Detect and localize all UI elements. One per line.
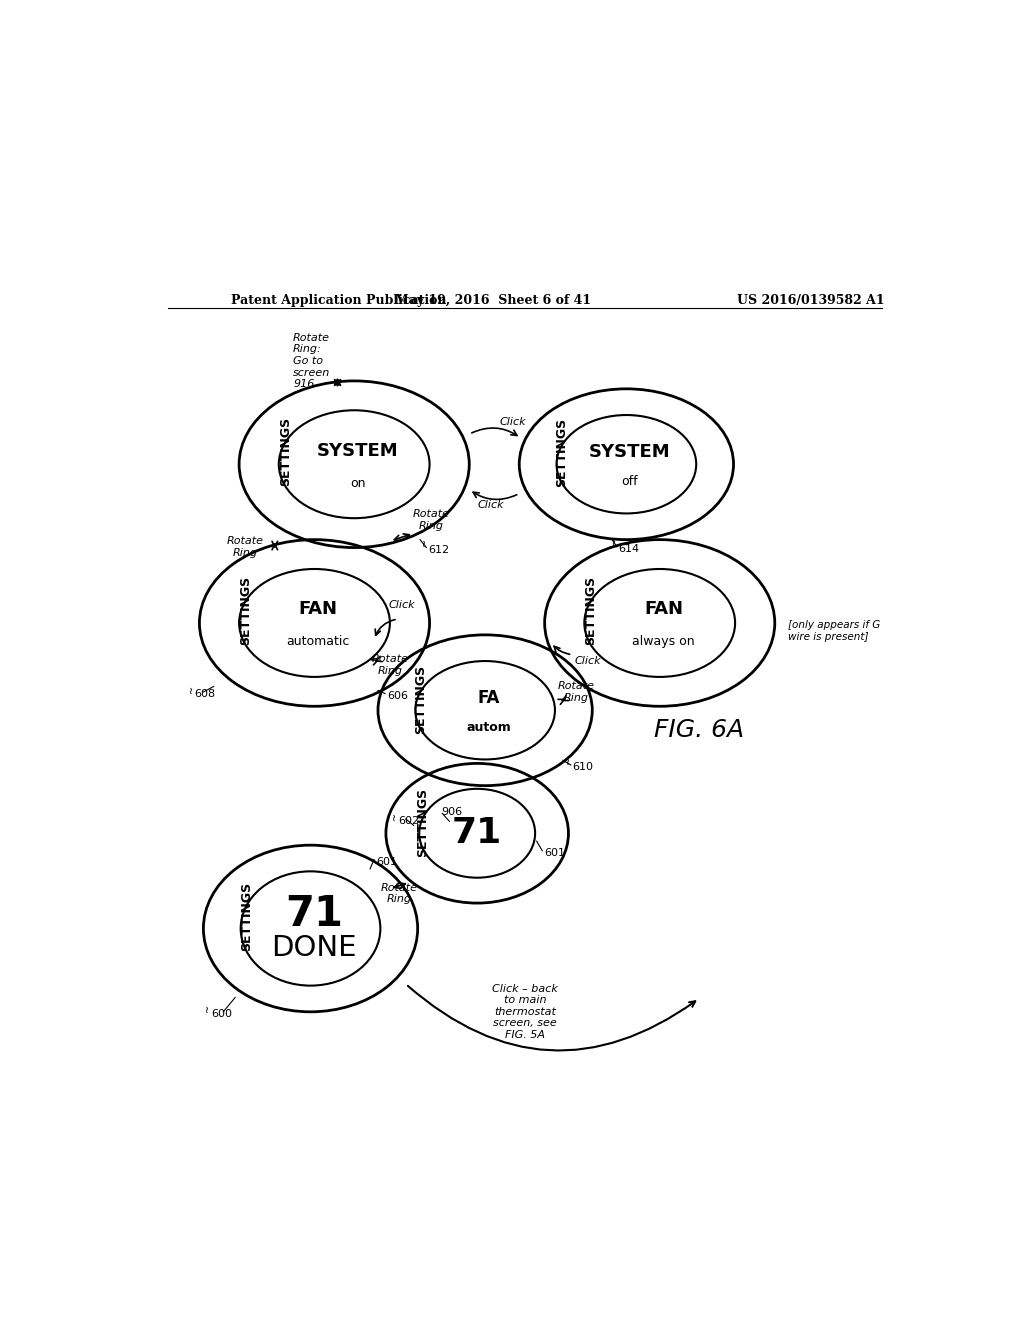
Text: 906: 906 xyxy=(441,807,463,817)
Text: ~: ~ xyxy=(564,756,574,764)
Text: always on: always on xyxy=(632,635,695,648)
Text: 601: 601 xyxy=(545,847,565,858)
Text: 601: 601 xyxy=(377,857,397,867)
Text: Click: Click xyxy=(574,656,602,667)
Text: 71: 71 xyxy=(452,816,503,850)
Text: Rotate
Ring: Rotate Ring xyxy=(227,536,264,557)
Text: autom: autom xyxy=(466,721,511,734)
Text: FAN: FAN xyxy=(644,601,683,619)
Text: on: on xyxy=(350,477,366,490)
Text: FAN: FAN xyxy=(299,601,338,619)
Text: May 19, 2016  Sheet 6 of 41: May 19, 2016 Sheet 6 of 41 xyxy=(395,294,591,308)
Text: FIG. 6A: FIG. 6A xyxy=(654,718,744,742)
Text: Rotate
Ring:
Go to
screen
916: Rotate Ring: Go to screen 916 xyxy=(293,333,331,389)
Text: Rotate
Ring: Rotate Ring xyxy=(372,655,409,676)
Text: Rotate
Ring: Rotate Ring xyxy=(413,510,450,531)
Text: Click: Click xyxy=(500,417,526,428)
Text: off: off xyxy=(622,475,638,488)
Text: ~: ~ xyxy=(203,1003,213,1012)
Text: FA: FA xyxy=(477,689,500,708)
Text: ~: ~ xyxy=(390,812,400,820)
Text: Click – back
to main
thermostat
screen, see
FIG. 5A: Click – back to main thermostat screen, … xyxy=(492,983,558,1040)
Text: 606: 606 xyxy=(387,690,409,701)
Text: automatic: automatic xyxy=(287,635,350,648)
Text: SETTINGS: SETTINGS xyxy=(240,882,253,950)
Text: 610: 610 xyxy=(572,763,594,772)
Text: Rotate
Ring: Rotate Ring xyxy=(381,883,418,904)
Text: 71: 71 xyxy=(285,894,343,935)
Text: 612: 612 xyxy=(428,545,450,554)
Text: ~: ~ xyxy=(186,685,197,693)
Text: Click: Click xyxy=(388,601,415,610)
Text: SETTINGS: SETTINGS xyxy=(415,664,427,734)
Text: SYSTEM: SYSTEM xyxy=(589,444,671,461)
Text: [only appears if G
wire is present]: [only appears if G wire is present] xyxy=(788,620,881,642)
Text: SYSTEM: SYSTEM xyxy=(317,442,398,459)
Text: 602: 602 xyxy=(397,816,419,826)
Text: SETTINGS: SETTINGS xyxy=(416,788,429,858)
Text: US 2016/0139582 A1: US 2016/0139582 A1 xyxy=(736,294,885,308)
Text: 614: 614 xyxy=(618,544,640,554)
Text: Patent Application Publication: Patent Application Publication xyxy=(231,294,446,308)
Text: SETTINGS: SETTINGS xyxy=(279,417,292,486)
Text: SETTINGS: SETTINGS xyxy=(584,576,597,645)
Text: SETTINGS: SETTINGS xyxy=(239,576,252,645)
Text: SETTINGS: SETTINGS xyxy=(556,418,568,487)
Text: ~: ~ xyxy=(609,537,620,545)
Text: Rotate
Ring: Rotate Ring xyxy=(558,681,595,702)
Text: 608: 608 xyxy=(194,689,215,700)
Text: 600: 600 xyxy=(211,1010,232,1019)
Text: Click: Click xyxy=(477,500,504,511)
Text: ~: ~ xyxy=(420,539,430,546)
Text: DONE: DONE xyxy=(271,935,356,962)
